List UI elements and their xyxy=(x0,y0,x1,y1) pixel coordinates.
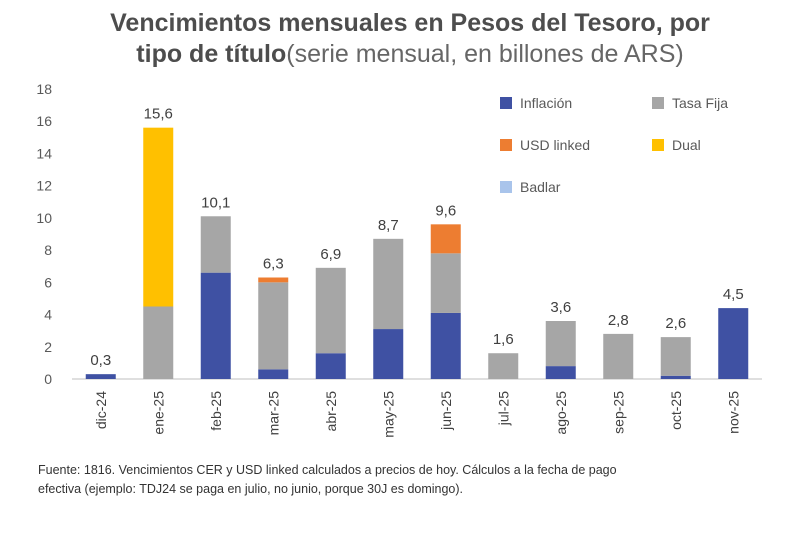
bar-segment xyxy=(200,272,231,379)
legend-label: USD linked xyxy=(520,137,590,153)
legend-swatch xyxy=(652,139,664,151)
bar-segment xyxy=(488,353,519,379)
x-tick-label: may-25 xyxy=(380,391,396,438)
bar-total-label: 0,3 xyxy=(90,352,111,369)
bar-segment xyxy=(545,321,576,367)
bar-total-label: 9,6 xyxy=(435,202,456,219)
y-tick-label: 18 xyxy=(36,81,52,97)
bar-segment xyxy=(258,282,289,370)
source-note-line1: Fuente: 1816. Vencimientos CER y USD lin… xyxy=(38,463,617,477)
bar-segment xyxy=(430,312,461,379)
bar-segment xyxy=(258,277,289,283)
bar-segment xyxy=(660,337,691,376)
chart-title-line2: tipo de título(serie mensual, en billone… xyxy=(0,39,800,70)
bar-total-label: 2,8 xyxy=(608,312,629,329)
bar-segment xyxy=(545,366,576,379)
bar-segment xyxy=(373,329,404,379)
x-tick-label: sep-25 xyxy=(610,391,626,434)
y-tick-label: 4 xyxy=(44,307,52,323)
bar-segment xyxy=(85,374,116,379)
y-tick-label: 10 xyxy=(36,210,52,226)
bar-segment xyxy=(430,224,461,254)
bar-segment xyxy=(315,267,346,354)
y-tick-label: 14 xyxy=(36,145,52,161)
chart-title: Vencimientos mensuales en Pesos del Teso… xyxy=(0,8,800,70)
bar-total-label: 1,6 xyxy=(493,331,514,348)
y-tick-label: 16 xyxy=(36,113,52,129)
y-tick-label: 6 xyxy=(44,274,52,290)
y-tick-label: 2 xyxy=(44,339,52,355)
bar-total-label: 8,7 xyxy=(378,217,399,234)
legend-swatch xyxy=(500,139,512,151)
legend-label: Tasa Fija xyxy=(672,95,728,111)
x-tick-label: abr-25 xyxy=(323,391,339,432)
x-tick-label: ago-25 xyxy=(553,391,569,435)
bar-segment xyxy=(258,369,289,379)
bar-segment xyxy=(143,127,174,307)
bar-total-label: 10,1 xyxy=(201,194,230,211)
bar-segment xyxy=(718,308,749,379)
chart-title-bold: tipo de título xyxy=(136,40,287,68)
x-tick-label: oct-25 xyxy=(668,391,684,430)
bar-segment xyxy=(315,353,346,379)
x-tick-label: nov-25 xyxy=(725,391,741,434)
y-tick-label: 8 xyxy=(44,242,52,258)
bar-segment xyxy=(603,333,634,379)
x-tick-label: dic-24 xyxy=(93,391,109,429)
source-note: Fuente: 1816. Vencimientos CER y USD lin… xyxy=(38,461,778,499)
bar-segment xyxy=(373,238,404,330)
bar-total-label: 15,6 xyxy=(144,106,173,123)
legend-swatch xyxy=(500,181,512,193)
legend-label: Dual xyxy=(672,137,701,153)
bar-total-label: 6,9 xyxy=(320,246,341,263)
y-tick-label: 0 xyxy=(44,371,52,387)
bar-segment xyxy=(660,375,691,379)
legend-label: Inflación xyxy=(520,95,572,111)
chart-subtitle: (serie mensual, en billones de ARS) xyxy=(286,40,684,68)
bar-segment xyxy=(200,216,231,273)
bar-total-label: 4,5 xyxy=(723,286,744,303)
legend-swatch xyxy=(500,97,512,109)
x-tick-label: ene-25 xyxy=(150,391,166,435)
x-tick-label: jun-25 xyxy=(438,391,454,431)
bar-total-label: 3,6 xyxy=(550,299,571,316)
source-note-line2: efectiva (ejemplo: TDJ24 se paga en juli… xyxy=(38,482,464,496)
bar-total-label: 6,3 xyxy=(263,256,284,273)
bar-total-label: 2,6 xyxy=(665,315,686,332)
bar-segment xyxy=(143,306,174,379)
bar-segment xyxy=(430,253,461,313)
x-tick-label: mar-25 xyxy=(265,391,281,436)
y-tick-label: 12 xyxy=(36,178,52,194)
x-tick-label: jul-25 xyxy=(495,391,511,426)
x-tick-label: feb-25 xyxy=(208,391,224,431)
chart-title-line1: Vencimientos mensuales en Pesos del Teso… xyxy=(110,9,710,37)
legend-swatch xyxy=(652,97,664,109)
legend-label: Badlar xyxy=(520,179,561,195)
